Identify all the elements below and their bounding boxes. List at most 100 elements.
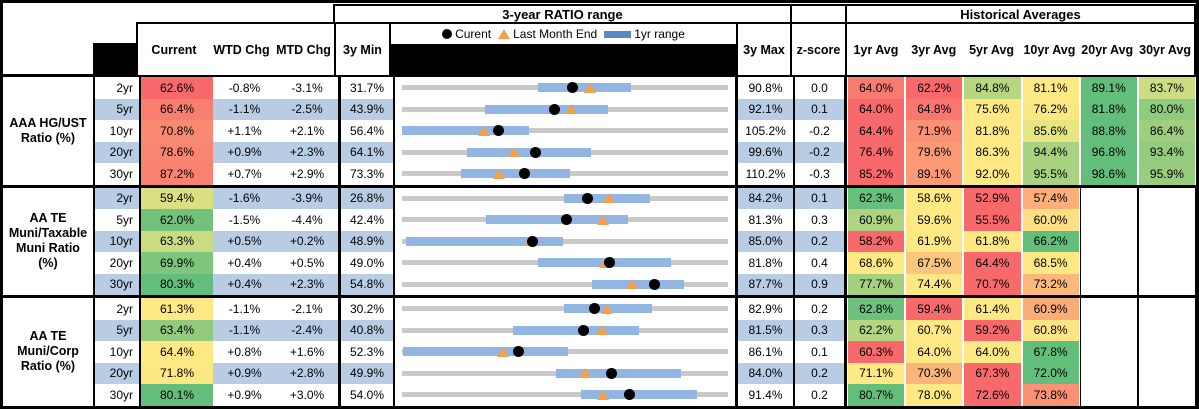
table-row: 30yr 80.3% +0.4% +2.3% 54.8% 87.7% 0.9 77.7% 74.… [95,273,1196,295]
hist-avg-cell: 55.5% [963,209,1022,231]
1yr-range-bar [402,126,529,136]
current-value-cell: 87.2% [141,163,213,185]
z-score-cell: -0.3 [793,163,847,185]
z-score-cell: 0.1 [793,98,847,120]
3y-min-cell: 54.0% [338,384,393,406]
group-label-line: Ratio (%) [20,359,76,374]
legend-last-month-label: Last Month End [513,27,598,41]
1yr-range-bar [485,215,629,225]
rows-container: 2yr 62.6% -0.8% -3.1% 31.7% 90.8% 0.0 64.0% 62.2… [95,77,1196,185]
group-label-line: Muni/Taxable [8,226,88,241]
hist-avg-cell: 61.4% [963,298,1022,320]
last-month-end-marker [597,389,610,400]
tenor-label: 2yr [95,77,141,99]
mtd-chg-cell: +2.8% [276,362,338,384]
3y-max-cell: 87.7% [738,273,793,295]
hist-avg-cell [1137,362,1196,384]
last-month-end-marker [603,193,616,203]
hist-avg-cell: 72.0% [1021,362,1080,384]
hist-avg-cell: 77.7% [847,273,906,295]
hist-avg-cell: 62.8% [847,298,906,320]
3y-min-cell: 30.2% [338,298,393,320]
hist-avg-cell: 76.4% [847,141,906,163]
hist-avg-cell [1079,273,1138,295]
hist-avg-cell: 64.0% [905,341,964,363]
1yr-range-bar [580,390,698,400]
mtd-chg-cell: -4.4% [291,212,323,227]
hist-avg-cell: 60.9% [1021,298,1080,320]
3y-max-cell: 92.1% [738,98,793,120]
hist-avg-cell [1137,298,1196,320]
hist-avg-cell: 68.5% [1021,252,1080,274]
group-label-line: AA TE [29,329,67,344]
current-marker [605,367,617,379]
col-3y-max-box: 3y Max [736,22,792,77]
current-marker [581,192,593,204]
hist-avg-cell: 62.2% [905,77,964,99]
last-month-end-marker [601,303,614,314]
hist-avg-cell: 79.6% [905,141,964,163]
hist-avg-cell: 86.3% [963,141,1022,163]
tenor-label: 30yr [95,273,141,295]
black-band [391,44,736,75]
hist-avg-cell: 64.4% [847,120,906,142]
range-chart-cell [393,77,738,99]
hist-avg-cell [1137,319,1196,341]
1yr-range-bar [592,279,685,289]
current-value-cell: 62.6% [141,77,213,99]
hist-avg-cell [1137,230,1196,252]
col-current: Current [151,42,197,57]
legend-last-month-item: Last Month End [498,27,597,41]
col-1yr-avg: 1yr Avg [853,42,899,57]
tenor-label: 10yr [95,341,141,363]
table-row: 5yr 62.0% -1.5% -4.4% 42.4% 81.3% 0.3 60.9% 59.6… [95,209,1196,231]
current-dot-icon [442,29,453,39]
wtd-chg-cell: +0.9% [213,141,276,163]
change-columns-header: Current WTD Chg MTD Chg [136,22,336,77]
last-month-end-marker [508,147,521,157]
col-5yr-avg: 5yr Avg [969,42,1015,57]
last-month-end-marker [625,279,638,289]
group-label-line: Ratio (%) [20,130,76,145]
col-30yr-avg: 30yr Avg [1139,42,1192,57]
hist-avg-cell: 59.2% [963,319,1022,341]
current-marker [604,257,616,269]
hist-avg-cell: 81.8% [963,120,1022,142]
range-chart-cell [393,230,738,252]
3y-max-cell: 81.8% [748,255,783,270]
hist-avg-cell [1079,187,1138,209]
hist-avg-cell: 98.6% [1079,163,1138,185]
z-score-cell: 0.2 [793,384,847,406]
wtd-chg-cell: +0.9% [227,387,262,402]
hist-avg-cell: 83.7% [1137,77,1196,99]
current-marker [577,324,589,336]
col-3y-max: 3y Max [743,42,785,57]
tenor-label: 30yr [95,384,141,406]
wtd-chg-cell: -1.5% [228,212,261,227]
ratio-section: AA TE Muni/Taxable Muni Ratio (%) 2yr 59.4% -1… [3,184,1196,295]
hist-avg-cell: 95.9% [1137,163,1196,185]
hist-avg-cell: 60.3% [847,341,906,363]
hist-avg-cell: 88.8% [1079,120,1138,142]
col-3y-min-box: 3y Min [334,22,391,77]
black-spacer-cell [93,43,138,77]
range-chart-cell [393,120,738,142]
group-label: AAA HG/UST Ratio (%) [3,77,95,185]
hist-avg-cell [1137,187,1196,209]
3y-max-cell: 99.6% [738,141,793,163]
current-value-cell: 69.9% [141,252,213,274]
3y-min-cell: 64.1% [338,141,393,163]
hist-avg-cell: 92.0% [963,163,1022,185]
mtd-chg-cell: -2.5% [276,98,338,120]
hist-avg-cell [1137,209,1196,231]
current-marker [526,235,538,247]
hist-avg-cell: 89.1% [905,163,964,185]
last-month-end-marker [478,125,491,136]
col-z-score: z-score [796,42,841,57]
last-month-end-marker [583,82,596,93]
hist-avg-cell [1137,273,1196,295]
wtd-chg-cell: -1.6% [213,187,276,209]
z-score-cell: 0.1 [793,187,847,209]
z-score-cell: 0.9 [793,273,847,295]
tenor-label: 30yr [95,163,141,185]
